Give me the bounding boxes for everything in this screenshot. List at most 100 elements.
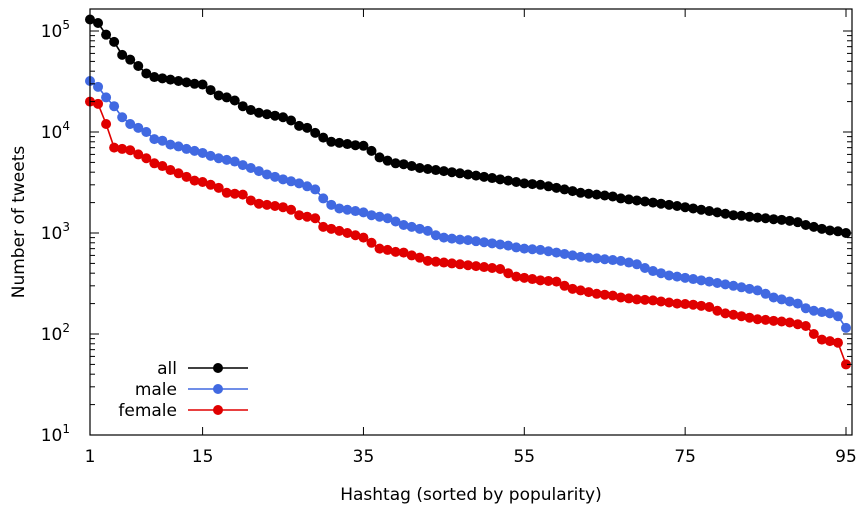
- data-point-female: [390, 246, 401, 257]
- data-point-female: [326, 223, 337, 234]
- data-point-female: [680, 299, 691, 310]
- data-point-all: [286, 115, 297, 126]
- data-point-male: [261, 169, 272, 180]
- data-point-male: [463, 235, 473, 246]
- data-point-all: [261, 109, 272, 120]
- data-point-all: [704, 206, 715, 217]
- data-point-female: [261, 199, 272, 210]
- x-axis-title: Hashtag (sorted by popularity): [340, 485, 602, 505]
- data-point-male: [688, 274, 699, 285]
- data-point-male: [776, 294, 787, 305]
- data-point-male: [253, 166, 264, 177]
- data-point-male: [559, 248, 570, 259]
- data-point-male: [736, 282, 747, 293]
- data-point-male: [720, 279, 731, 290]
- data-point-male: [366, 210, 377, 221]
- data-point-female: [631, 294, 642, 305]
- data-point-female: [776, 316, 787, 327]
- data-point-all: [438, 166, 449, 177]
- data-point-female: [551, 276, 562, 287]
- legend-label: all: [157, 359, 177, 379]
- data-point-all: [253, 107, 264, 118]
- data-point-male: [237, 160, 248, 171]
- y-tick-label: 103: [41, 220, 70, 244]
- data-point-male: [326, 199, 337, 210]
- data-point-female: [728, 309, 739, 320]
- data-point-female: [712, 305, 723, 316]
- data-point-male: [567, 250, 578, 261]
- data-point-male: [841, 322, 851, 333]
- data-point-female: [278, 202, 289, 213]
- data-point-male: [382, 213, 393, 224]
- data-point-female: [205, 179, 216, 190]
- data-point-male: [712, 277, 723, 288]
- data-point-all: [310, 127, 321, 138]
- data-point-all: [768, 214, 779, 225]
- data-point-female: [808, 329, 819, 339]
- data-point-all: [664, 199, 675, 210]
- data-point-male: [471, 236, 482, 247]
- data-point-male: [744, 283, 755, 294]
- data-point-female: [575, 285, 586, 296]
- data-point-female: [615, 292, 626, 303]
- data-point-female: [149, 158, 160, 169]
- data-point-all: [205, 85, 216, 96]
- data-point-female: [229, 188, 240, 199]
- data-point-all: [808, 221, 819, 232]
- data-point-all: [535, 179, 546, 190]
- data-point-male: [342, 204, 353, 215]
- data-point-male: [543, 246, 554, 257]
- data-point-male: [816, 307, 827, 318]
- data-point-female: [688, 299, 699, 310]
- data-point-male: [527, 244, 538, 255]
- data-point-all: [229, 95, 240, 106]
- legend-marker: [213, 405, 223, 415]
- data-point-all: [672, 201, 683, 212]
- data-point-male: [390, 216, 401, 227]
- data-point-male: [639, 263, 650, 274]
- data-point-female: [157, 161, 168, 172]
- data-point-female: [591, 288, 602, 299]
- data-point-all: [213, 90, 224, 101]
- data-point-male: [109, 101, 120, 112]
- data-point-female: [422, 255, 433, 266]
- data-point-male: [784, 296, 795, 307]
- data-point-all: [149, 72, 160, 83]
- data-point-male: [768, 292, 779, 303]
- data-point-female: [446, 258, 457, 269]
- data-point-male: [752, 285, 763, 296]
- data-point-all: [117, 49, 128, 60]
- data-point-male: [125, 119, 136, 130]
- data-point-all: [366, 145, 377, 156]
- data-point-all: [326, 136, 337, 147]
- data-point-all: [647, 197, 658, 208]
- data-point-all: [832, 226, 843, 237]
- data-point-all: [479, 171, 490, 182]
- data-point-female: [527, 274, 538, 285]
- x-tick-label: 75: [674, 447, 696, 467]
- data-point-female: [269, 201, 280, 212]
- data-point-all: [374, 152, 385, 163]
- data-point-male: [205, 150, 216, 161]
- data-point-male: [479, 237, 490, 248]
- data-point-male: [631, 259, 642, 270]
- data-point-female: [430, 256, 441, 267]
- y-tick-label: 101: [41, 422, 70, 446]
- data-point-male: [117, 112, 128, 123]
- data-point-all: [567, 186, 578, 197]
- data-point-all: [318, 132, 329, 143]
- data-point-all: [350, 140, 361, 151]
- data-point-all: [133, 61, 144, 72]
- data-point-all: [165, 74, 176, 85]
- data-point-female: [382, 244, 393, 255]
- y-tick-label: 104: [41, 119, 70, 143]
- data-point-all: [398, 159, 409, 170]
- data-point-all: [237, 101, 248, 112]
- data-point-male: [599, 254, 610, 265]
- data-point-female: [824, 336, 835, 347]
- y-axis-title: Number of tweets: [9, 146, 29, 299]
- data-point-all: [816, 223, 827, 234]
- data-point-all: [390, 158, 401, 169]
- data-point-all: [342, 139, 353, 150]
